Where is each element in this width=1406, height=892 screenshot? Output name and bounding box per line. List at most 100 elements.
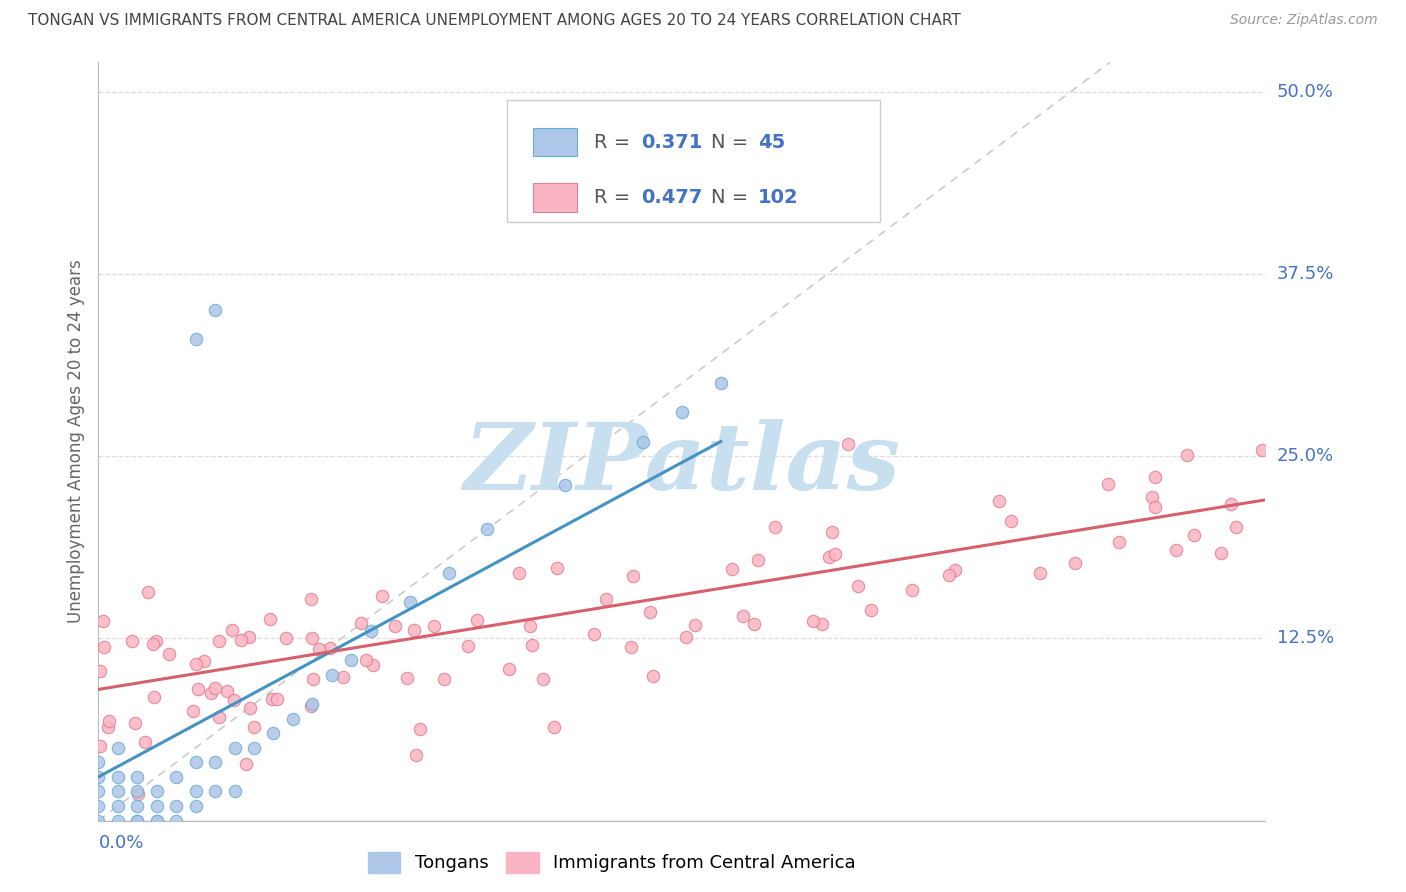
Point xyxy=(204,784,226,798)
Point xyxy=(405,748,427,763)
Point xyxy=(520,638,543,652)
Point xyxy=(1000,514,1022,528)
Point xyxy=(340,653,363,667)
Y-axis label: Unemployment Among Ages 20 to 24 years: Unemployment Among Ages 20 to 24 years xyxy=(66,260,84,624)
Point xyxy=(89,739,111,754)
Point xyxy=(763,520,786,534)
Point xyxy=(204,303,226,318)
Point xyxy=(1250,442,1272,457)
Point xyxy=(262,726,284,740)
Point xyxy=(165,770,187,784)
Point xyxy=(97,714,120,729)
Point xyxy=(127,799,149,814)
Point xyxy=(361,658,384,673)
Point xyxy=(1108,534,1130,549)
Point xyxy=(134,735,156,749)
Point xyxy=(508,566,530,581)
Point xyxy=(900,583,922,598)
Point xyxy=(299,699,322,714)
Point xyxy=(127,814,149,828)
Point xyxy=(1144,500,1167,515)
Text: 50.0%: 50.0% xyxy=(1277,83,1333,101)
Point xyxy=(433,672,456,686)
Point xyxy=(582,627,605,641)
Point xyxy=(721,562,744,576)
Point xyxy=(127,784,149,798)
Point xyxy=(860,603,883,617)
Point xyxy=(127,814,149,828)
Point xyxy=(96,720,118,734)
Point xyxy=(165,814,187,828)
Point xyxy=(87,770,110,784)
Text: 45: 45 xyxy=(758,133,785,152)
Point xyxy=(554,478,576,492)
Point xyxy=(1097,477,1119,491)
Point xyxy=(127,770,149,784)
Point xyxy=(710,376,733,391)
FancyBboxPatch shape xyxy=(508,100,880,221)
FancyBboxPatch shape xyxy=(533,128,576,156)
Point xyxy=(186,657,208,671)
Point xyxy=(308,642,330,657)
Point xyxy=(208,633,231,648)
Point xyxy=(821,524,844,539)
Point xyxy=(266,692,288,706)
Point xyxy=(157,647,180,661)
Point xyxy=(332,670,354,684)
Point xyxy=(239,701,262,715)
Text: 0.371: 0.371 xyxy=(641,133,703,152)
Point xyxy=(396,671,419,685)
Point xyxy=(93,614,115,628)
Point xyxy=(742,617,765,632)
Point xyxy=(824,547,846,561)
Point xyxy=(243,720,266,734)
Point xyxy=(543,720,565,734)
Point xyxy=(945,563,967,577)
Point xyxy=(208,710,231,724)
Point xyxy=(638,605,661,619)
Point xyxy=(124,715,146,730)
Text: ZIPatlas: ZIPatlas xyxy=(464,419,900,509)
Point xyxy=(803,615,825,629)
Point xyxy=(302,672,325,686)
Text: 12.5%: 12.5% xyxy=(1277,630,1334,648)
Point xyxy=(121,634,143,648)
Point xyxy=(301,631,323,645)
Point xyxy=(143,690,166,705)
Point xyxy=(107,740,129,755)
Point xyxy=(1175,448,1198,462)
Point xyxy=(1182,527,1205,541)
Point xyxy=(204,756,226,770)
Point xyxy=(546,561,568,575)
Point xyxy=(224,693,246,707)
Point xyxy=(683,617,706,632)
Point xyxy=(276,631,298,645)
Text: 37.5%: 37.5% xyxy=(1277,265,1334,283)
Point xyxy=(146,799,169,814)
Point xyxy=(621,568,644,582)
Point xyxy=(818,550,841,565)
Point xyxy=(221,624,243,638)
Point xyxy=(87,799,110,814)
Point xyxy=(595,591,617,606)
Text: R =: R = xyxy=(595,133,637,152)
Text: N =: N = xyxy=(711,133,755,152)
Point xyxy=(145,633,167,648)
Point xyxy=(354,653,377,667)
Point xyxy=(93,640,115,654)
Text: TONGAN VS IMMIGRANTS FROM CENTRAL AMERICA UNEMPLOYMENT AMONG AGES 20 TO 24 YEARS: TONGAN VS IMMIGRANTS FROM CENTRAL AMERIC… xyxy=(28,13,960,29)
Point xyxy=(127,788,149,802)
Point xyxy=(235,757,257,772)
Text: 25.0%: 25.0% xyxy=(1277,447,1334,465)
Text: Source: ZipAtlas.com: Source: ZipAtlas.com xyxy=(1230,13,1378,28)
Point xyxy=(1064,556,1087,570)
Point xyxy=(423,619,446,633)
Point xyxy=(810,616,832,631)
Point xyxy=(675,630,697,644)
Point xyxy=(281,712,304,726)
Text: 0.0%: 0.0% xyxy=(98,834,143,852)
FancyBboxPatch shape xyxy=(533,183,576,211)
Point xyxy=(141,637,163,651)
Point xyxy=(200,686,222,700)
Point xyxy=(187,681,209,696)
